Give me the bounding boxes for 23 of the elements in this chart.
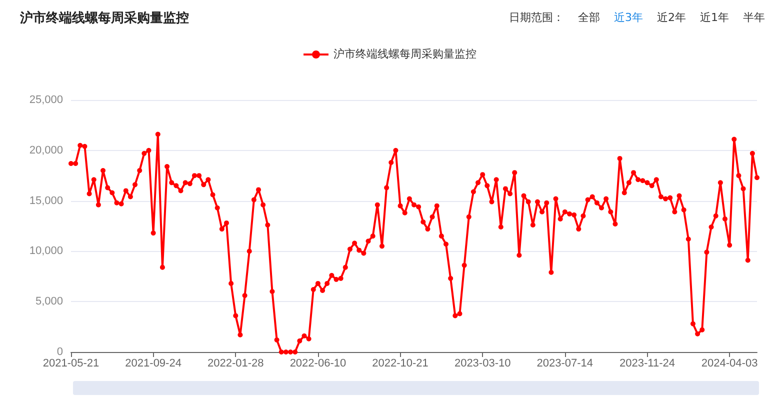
legend-label: 沪市终端线螺每周采购量监控 [334, 48, 476, 60]
text: 半年 [743, 10, 765, 25]
text: 日期范围： [509, 10, 564, 25]
chart-title: 沪市终端线螺每周采购量监控 [20, 10, 189, 27]
text: 全部 [578, 10, 600, 25]
x-tick-label: 2021-09-24 [125, 358, 182, 370]
x-tick-label: 2022-06-10 [290, 358, 346, 370]
text: 近3年 [614, 10, 643, 25]
text: 近1年 [700, 10, 729, 25]
x-tick-label: 2023-07-14 [536, 358, 594, 370]
x-tick-label: 2022-10-21 [372, 358, 428, 370]
y-tick-label: 5,000 [35, 296, 63, 308]
x-tick-label: 2024-04-03 [701, 358, 758, 370]
y-tick-label: 15,000 [29, 194, 63, 207]
y-tick-label: 25,000 [29, 94, 63, 106]
y-tick-label: 0 [56, 346, 63, 358]
y-tick-label: 20,000 [29, 144, 63, 156]
text: 近2年 [657, 10, 686, 25]
x-tick-label: 2021-05-21 [42, 358, 100, 370]
y-tick-label: 10,000 [29, 245, 63, 258]
x-tick-label: 2022-01-28 [208, 358, 264, 370]
x-tick-label: 2023-03-10 [454, 358, 511, 370]
x-tick-label: 2023-11-24 [620, 358, 675, 370]
